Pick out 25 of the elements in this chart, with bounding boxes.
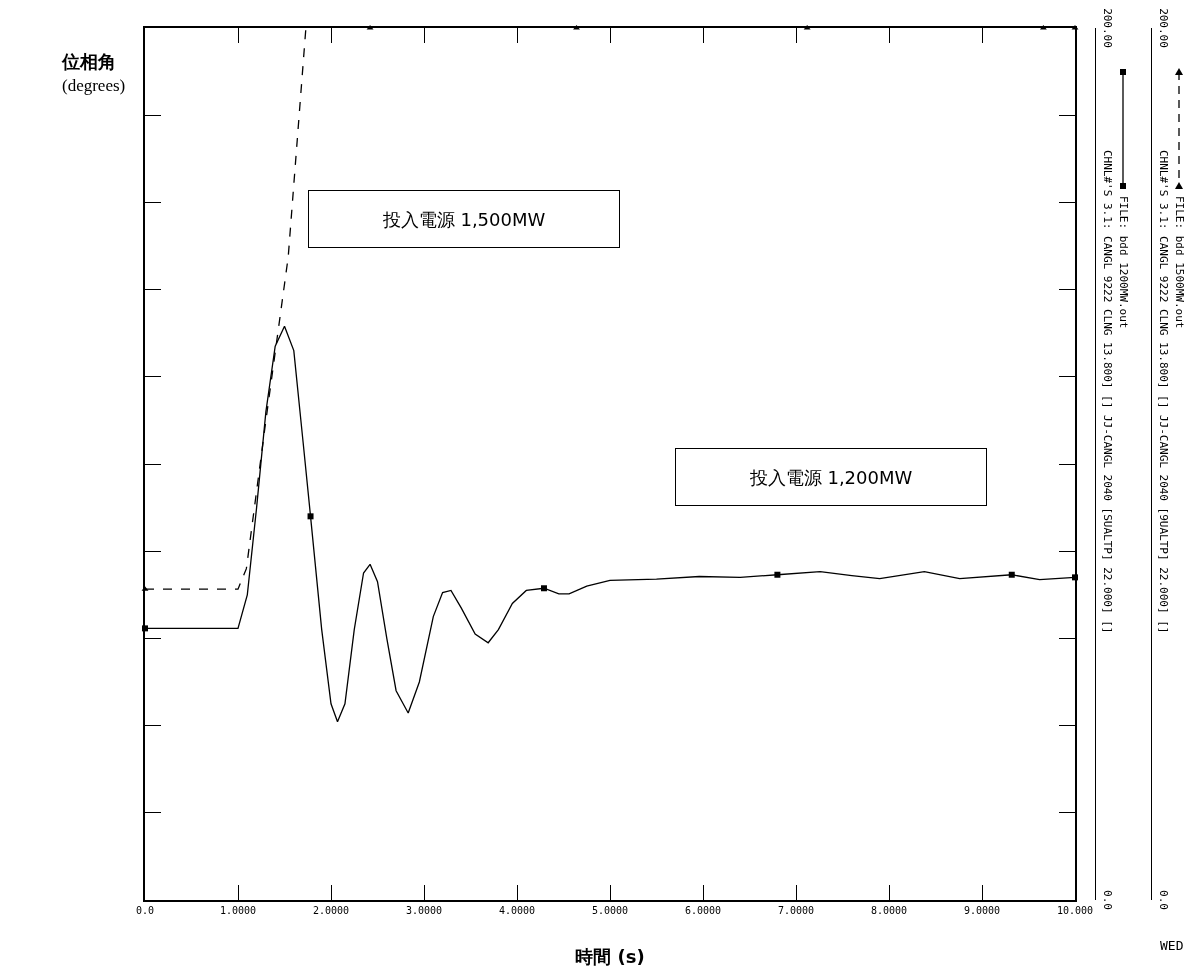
legend-label: FILE: bdd 1200MW.out — [1117, 196, 1130, 329]
legend-label: FILE: bdd 1500MW.out — [1173, 196, 1186, 329]
text: CHNL#'S 3.1: CANGL 9222 CLNG 13.800] [] JJ-CANGL 2040 [SUALTP] 22.000] [] — [1101, 150, 1114, 634]
point — [774, 571, 781, 578]
x-tick-label: 7.0000 — [777, 904, 815, 916]
annotation: 投入電源 1,200MW — [675, 448, 987, 506]
x-tick-label: 9.0000 — [963, 904, 1001, 916]
text: 200.00 — [1157, 8, 1170, 48]
x-tick-label: 5.0000 — [591, 904, 629, 916]
x-tick-label: 0.0 — [135, 904, 155, 916]
point — [1008, 571, 1015, 578]
x-tick-label: 8.0000 — [870, 904, 908, 916]
x-tick-label: 6.0000 — [684, 904, 722, 916]
x-tick-label: 2.0000 — [312, 904, 350, 916]
x-tick-label: 1.0000 — [219, 904, 257, 916]
point — [540, 585, 547, 592]
annotation: 投入電源 1,500MW — [308, 190, 620, 248]
y-axis-title: 位相角 (degrees) — [62, 50, 126, 97]
text: WED — [1160, 938, 1184, 953]
point — [307, 513, 314, 520]
x-tick-label: 10.000 — [1056, 904, 1094, 916]
x-axis-title: 時間 (s) — [574, 945, 646, 969]
x-tick-label: 4.0000 — [498, 904, 536, 916]
x-tick-label: 3.0000 — [405, 904, 443, 916]
text: CHNL#'S 3.1: CANGL 9222 CLNG 13.800] [] JJ-CANGL 2040 [9UALTP] 22.000] [] — [1157, 150, 1170, 634]
